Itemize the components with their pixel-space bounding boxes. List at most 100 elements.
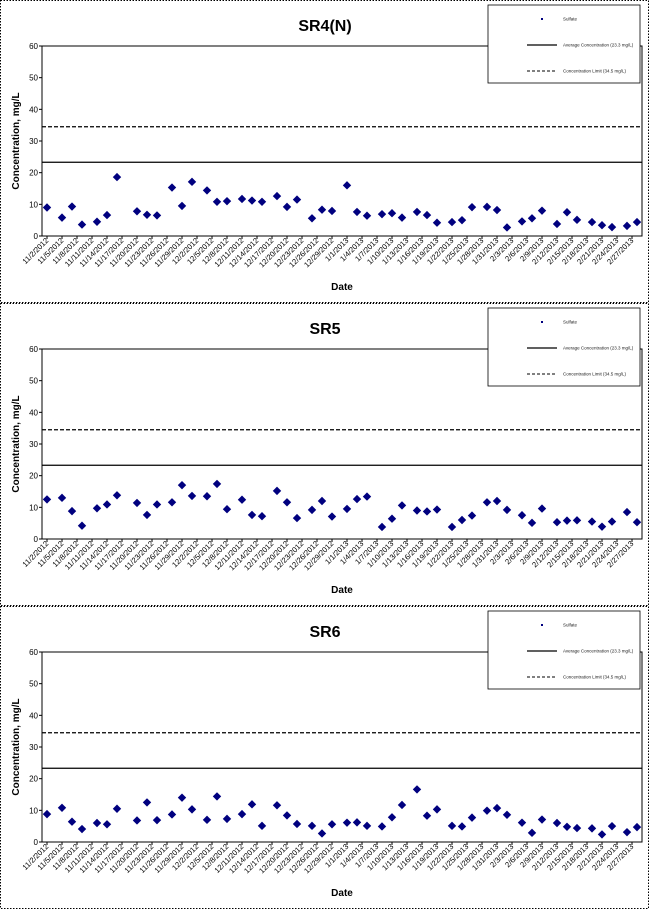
data-point <box>112 491 122 500</box>
data-point <box>92 818 102 828</box>
legend-entry-label: Average Concentration (23.3 mg/L) <box>563 346 634 351</box>
data-point <box>537 206 547 215</box>
data-point <box>412 785 422 794</box>
legend-marker-icon <box>541 18 543 20</box>
y-tick-label: 40 <box>29 105 38 114</box>
data-point <box>317 496 327 506</box>
legend-entry-label: Average Concentration (23.3 mg/L) <box>563 649 634 654</box>
data-point <box>292 195 302 204</box>
data-point <box>152 211 162 220</box>
data-point <box>527 214 537 223</box>
data-point <box>57 493 67 503</box>
y-tick-label: 40 <box>29 711 38 720</box>
data-point <box>552 219 562 229</box>
y-axis-label: Concentration, mg/L <box>11 395 22 492</box>
chart-panel-sr4n: SR4(N) 0 10 20 30 40 50 60 Concentration, mg/L 11… <box>0 0 649 303</box>
data-point <box>597 830 607 839</box>
data-point <box>57 213 67 222</box>
data-point <box>482 498 492 507</box>
data-point <box>562 516 572 525</box>
y-tick-label: 50 <box>29 74 38 83</box>
data-point <box>527 828 537 838</box>
data-point <box>412 506 422 515</box>
data-point <box>377 522 387 532</box>
chart-title: SR6 <box>309 624 340 641</box>
data-point <box>502 223 512 232</box>
data-point <box>102 210 112 220</box>
y-tick-label: 40 <box>29 408 38 417</box>
data-point <box>482 202 492 212</box>
y-tick-label: 60 <box>29 42 38 51</box>
y-axis-label: Concentration, mg/L <box>11 698 22 795</box>
y-axis-label: Concentration, mg/L <box>11 92 22 189</box>
y-tick-label: 10 <box>29 806 38 815</box>
data-point <box>622 827 632 837</box>
data-point <box>572 516 582 525</box>
data-point <box>327 820 337 829</box>
data-point <box>167 498 177 507</box>
data-point <box>92 217 102 226</box>
data-point <box>632 822 642 832</box>
data-point <box>167 183 177 192</box>
data-point <box>202 492 212 501</box>
data-point <box>307 214 317 223</box>
data-point <box>362 211 372 220</box>
legend-marker-icon <box>541 624 543 626</box>
legend: Sulfate Average Concentration (23.3 mg/L)… <box>487 4 641 84</box>
data-point <box>142 210 152 219</box>
data-point <box>572 215 582 225</box>
legend-marker-icon <box>541 321 543 323</box>
data-point <box>517 511 527 520</box>
data-point <box>102 500 112 509</box>
data-point <box>537 504 547 513</box>
data-point <box>607 222 617 232</box>
chart-title: SR4(N) <box>298 18 351 35</box>
data-point <box>187 177 197 187</box>
data-point <box>632 217 642 227</box>
data-point <box>212 479 222 489</box>
data-point <box>587 217 597 227</box>
chart-panel-sr5: SR5 0 10 20 30 40 50 60 Concentration, mg/L 11/2/… <box>0 303 649 606</box>
x-axis-label: Date <box>331 282 353 293</box>
y-tick-label: 0 <box>34 838 39 847</box>
data-point <box>422 507 432 516</box>
data-point <box>102 820 112 829</box>
y-tick-label: 20 <box>29 775 38 784</box>
data-point <box>552 818 562 828</box>
data-point <box>92 504 102 513</box>
y-tick-label: 60 <box>29 345 38 354</box>
data-point <box>112 172 122 182</box>
legend-entry-label: Concentration Limit (34.5 mg/L) <box>563 372 627 377</box>
legend: Sulfate Average Concentration (23.3 mg/L)… <box>487 307 641 387</box>
data-point <box>562 208 572 217</box>
data-point <box>237 495 247 504</box>
data-point <box>517 818 527 827</box>
data-point <box>77 824 87 834</box>
data-point <box>387 514 397 523</box>
y-tick-label: 30 <box>29 743 38 752</box>
data-point <box>447 217 457 227</box>
data-point <box>132 207 142 216</box>
data-point <box>377 822 387 831</box>
y-tick-label: 30 <box>29 440 38 449</box>
data-point <box>247 196 257 205</box>
data-point <box>527 518 537 528</box>
data-point <box>282 202 292 212</box>
legend-entry-label: Sulfate <box>563 623 578 628</box>
data-point <box>222 196 232 206</box>
legend-entry-label: Sulfate <box>563 320 578 325</box>
data-point <box>342 504 352 514</box>
data-point <box>572 823 582 833</box>
data-point <box>422 210 432 220</box>
data-point <box>387 209 397 218</box>
data-point <box>447 522 457 532</box>
data-point <box>502 810 512 819</box>
data-point <box>432 505 442 514</box>
chart-title: SR5 <box>309 321 340 338</box>
y-tick-label: 50 <box>29 377 38 386</box>
data-point <box>492 205 502 215</box>
data-point <box>352 207 362 217</box>
data-point <box>142 510 152 520</box>
